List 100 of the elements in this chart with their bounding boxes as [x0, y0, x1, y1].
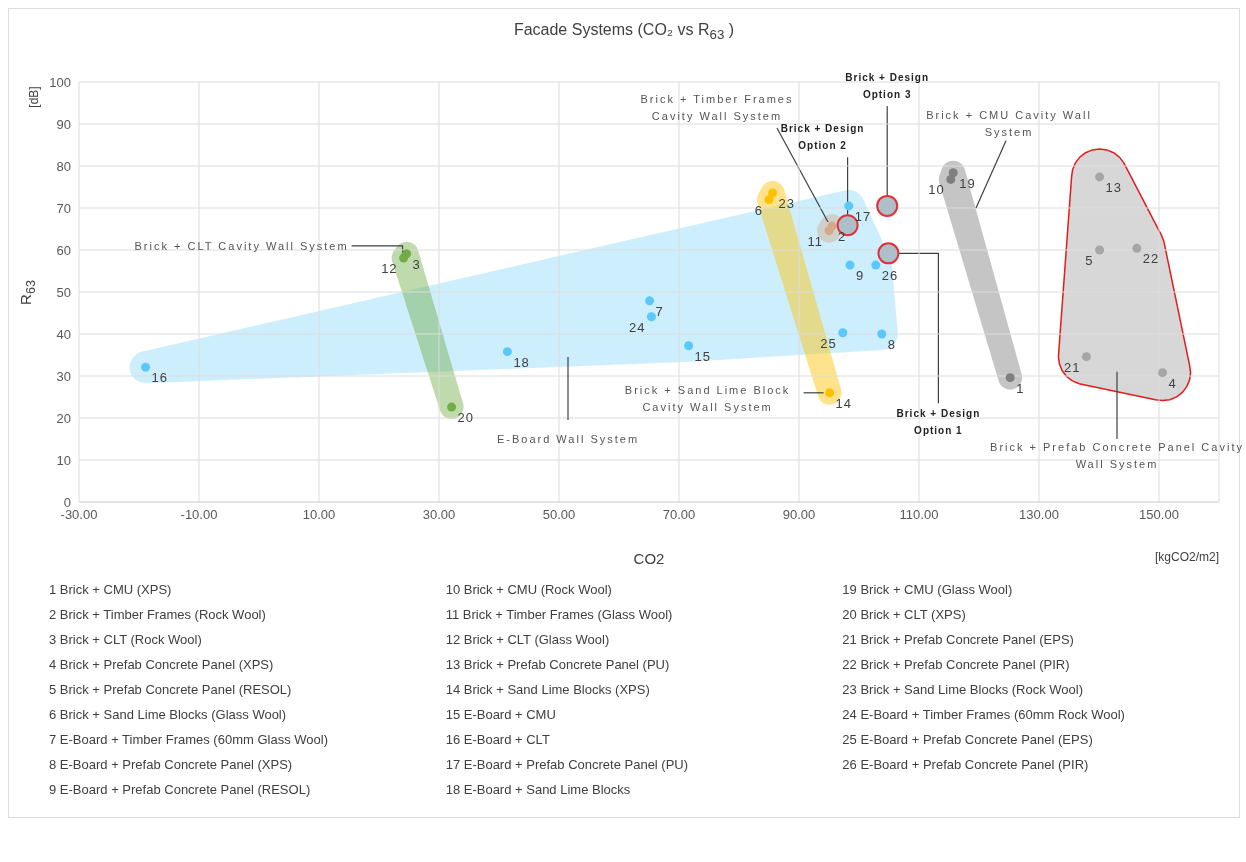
y-tick-label: 90 [56, 116, 71, 132]
point [871, 260, 881, 270]
text: 22 Brick + Prefab Concrete Panel (PIR) [842, 657, 1071, 675]
text: 21 Brick + Prefab Concrete Panel (EPS) [842, 632, 1075, 650]
point [1132, 244, 1142, 254]
x-tick-label: -10.00 [180, 507, 218, 523]
annotation: Brick + CMU Cavity Wall System [925, 108, 1093, 141]
annotation: 22 [1142, 251, 1160, 267]
text: [kgCO2/m2] [1154, 550, 1219, 565]
point [845, 260, 855, 270]
text: 15 E-Board + CMU [445, 707, 557, 725]
y-tick-label: 40 [56, 326, 71, 342]
point [838, 328, 848, 338]
annotation: 18 [513, 354, 530, 370]
x-tick-label: 50.00 [542, 507, 576, 523]
x-tick-label: 10.00 [302, 507, 336, 523]
x-axis-title: CO2 [632, 550, 666, 568]
annotation: Brick + Sand Lime Block Cavity Wall System [623, 383, 792, 415]
x-tick-label: 130.00 [1019, 507, 1059, 523]
x-tick-label: 90.00 [782, 507, 816, 523]
text: [dB] [26, 86, 41, 108]
text: 25 E-Board + Prefab Concrete Panel (EPS) [842, 732, 1094, 750]
text: 20 Brick + CLT (XPS) [842, 607, 967, 625]
text: 19 Brick + CMU (Glass Wool) [842, 582, 1014, 600]
annotation: 26 [881, 268, 899, 284]
point [502, 347, 512, 357]
point [645, 296, 655, 306]
annotation: 20 [457, 410, 475, 426]
annotation: 17 [854, 209, 872, 225]
point [1095, 245, 1105, 255]
point [399, 253, 409, 263]
text: 18 E-Board + Sand Lime Blocks [445, 782, 632, 800]
point [768, 188, 778, 198]
x-tick-label: -30.00 [60, 507, 98, 523]
y-tick-label: 60 [56, 242, 71, 258]
annotation: 19 [959, 175, 976, 191]
x-tick-label: 150.00 [1139, 507, 1179, 523]
point [844, 201, 854, 211]
text: 3 Brick + CLT (Rock Wool) [49, 632, 203, 650]
annotation: 11 [807, 233, 823, 249]
text: 10 Brick + CMU (Rock Wool) [445, 582, 613, 600]
point [447, 402, 457, 412]
annotation: 10 [928, 182, 945, 198]
text: 26 E-Board + Prefab Concrete Panel (PIR) [842, 757, 1090, 775]
y-tick-label: 20 [56, 410, 71, 426]
annotation: Brick + Design Option 2 [779, 122, 866, 154]
x-tick-label: 70.00 [662, 507, 696, 523]
annotation: Brick + Timber Frames Cavity Wall System [639, 92, 795, 124]
point [141, 362, 151, 372]
text: 2 Brick + Timber Frames (Rock Wool) [49, 607, 267, 625]
text: 24 E-Board + Timber Frames (60mm Rock Wool) [842, 707, 1126, 725]
y-tick-label: 50 [56, 284, 71, 300]
annotation: Brick + Prefab Concrete Panel Cavity Wall System [989, 440, 1245, 472]
point [877, 329, 887, 339]
annotation: 25 [820, 335, 837, 351]
annotation: 6 [754, 202, 763, 218]
chart-title: Facade Systems (CO₂ vs R$_{63}$ ) [512, 20, 736, 43]
y-tick-label: 0 [63, 494, 71, 510]
text: 4 Brick + Prefab Concrete Panel (XPS) [49, 657, 275, 675]
y-tick-label: 100 [49, 74, 71, 90]
text: 14 Brick + Sand Lime Blocks (XPS) [445, 682, 651, 700]
text: 23 Brick + Sand Lime Blocks (Rock Wool) [842, 682, 1085, 700]
text: 11 Brick + Timber Frames (Glass Wool) [445, 607, 674, 625]
annotation: 1 [1016, 380, 1025, 396]
text: 17 E-Board + Prefab Concrete Panel (PU) [445, 757, 690, 775]
annotation: 14 [835, 395, 853, 411]
annotation: E-Board Wall System [495, 431, 641, 447]
annotation: Brick + CLT Cavity Wall System [133, 238, 350, 254]
point [1005, 373, 1015, 383]
annotation: 8 [887, 337, 897, 353]
annotation: 15 [694, 348, 712, 364]
point [1158, 368, 1168, 378]
point [948, 168, 958, 178]
annotation: Brick + Design Option 3 [844, 71, 931, 103]
text: 12 Brick + CLT (Glass Wool) [445, 632, 611, 650]
point [876, 195, 899, 218]
annotation: 9 [856, 268, 865, 284]
point [1081, 352, 1091, 362]
point [825, 388, 835, 398]
point [877, 242, 900, 265]
annotation: 13 [1105, 180, 1123, 196]
point [1095, 172, 1105, 182]
x-tick-label: 110.00 [899, 507, 939, 523]
x-tick-label: 30.00 [422, 507, 456, 523]
text: 16 E-Board + CLT [445, 732, 551, 750]
annotation: 24 [628, 319, 646, 335]
text: 6 Brick + Sand Lime Blocks (Glass Wool) [49, 707, 288, 725]
text: 13 Brick + Prefab Concrete Panel (PU) [445, 657, 671, 675]
annotation: 5 [1085, 253, 1094, 269]
text: 1 Brick + CMU (XPS) [49, 582, 173, 600]
annotation: 2 [838, 229, 847, 245]
text: 8 E-Board + Prefab Concrete Panel (XPS) [49, 757, 294, 775]
annotation: Brick + Design Option 1 [895, 406, 982, 438]
y-tick-label: 30 [56, 368, 71, 384]
text: 9 E-Board + Prefab Concrete Panel (RESOL) [49, 782, 312, 800]
y-tick-label: 70 [56, 200, 71, 216]
y-tick-label: 80 [56, 158, 71, 174]
point [684, 341, 694, 351]
annotation: 12 [381, 261, 398, 277]
text: 5 Brick + Prefab Concrete Panel (RESOL) [49, 682, 293, 700]
